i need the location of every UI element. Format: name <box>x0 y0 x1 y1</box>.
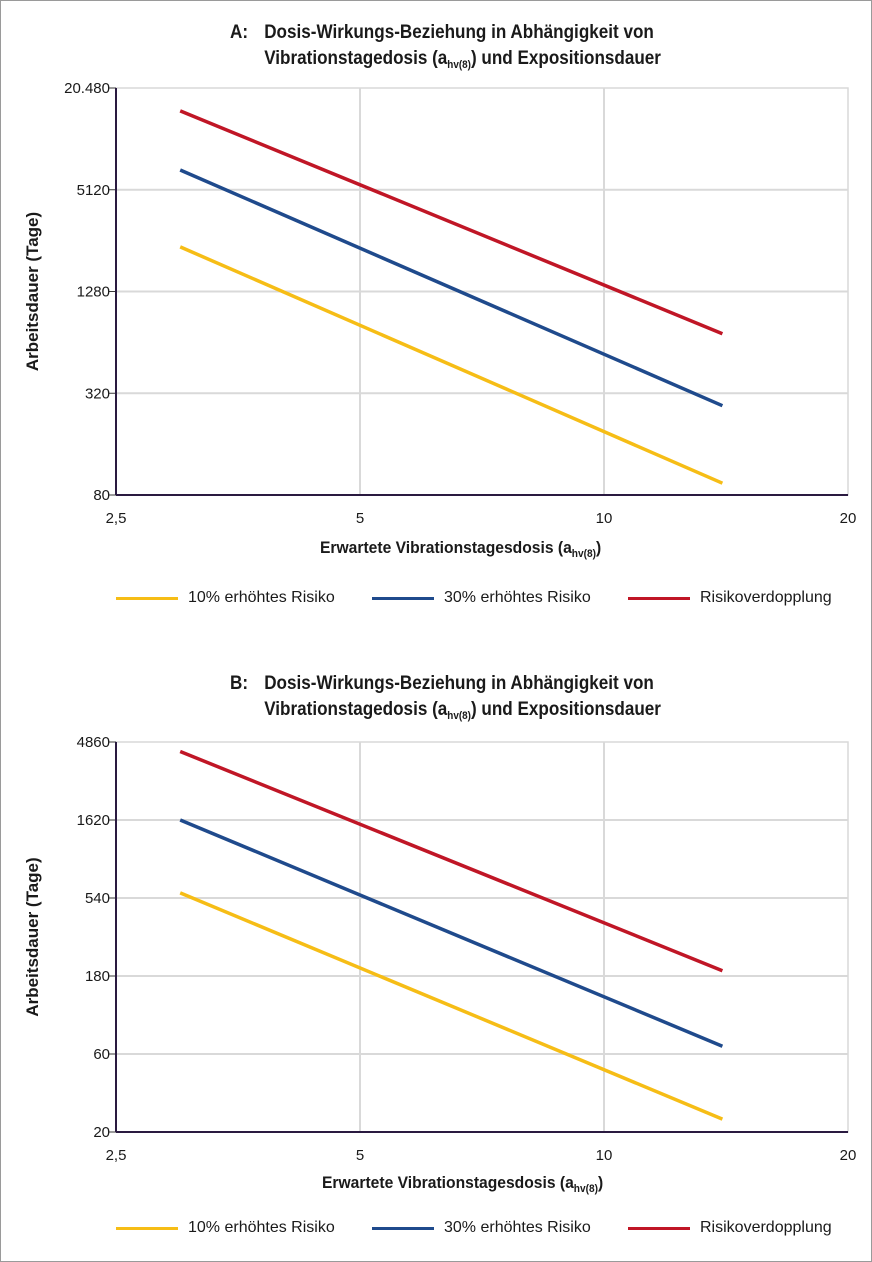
title-line-2: Vibrationstagedosis (ahv(8)) und Exposit… <box>264 699 661 722</box>
legend-item: 30% erhöhtes Risiko <box>372 1219 591 1237</box>
y-tick-label: 1280 <box>77 284 110 301</box>
y-tick-label: 540 <box>85 890 110 907</box>
legend-label: Risikoverdopplung <box>700 1219 832 1236</box>
x-tick-label: 2,5 <box>106 510 127 527</box>
legend: 10% erhöhtes Risiko 30% erhöhtes Risiko … <box>116 1219 856 1241</box>
title-line-1: Dosis-Wirkungs-Beziehung in Abhängigkeit… <box>264 22 654 43</box>
legend-label: 30% erhöhtes Risiko <box>444 589 591 606</box>
x-tick-label: 20 <box>840 1147 857 1164</box>
x-tick-label: 20 <box>840 510 857 527</box>
x-axis-label: Erwartete Vibrationstagesdosis (ahv(8)) <box>322 1173 604 1195</box>
y-tick-label: 4860 <box>77 734 110 751</box>
y-tick-label: 1620 <box>77 812 110 829</box>
plot-background <box>115 741 849 1133</box>
legend-item: 10% erhöhtes Risiko <box>116 589 335 607</box>
legend-label: 10% erhöhtes Risiko <box>188 1219 335 1236</box>
y-axis-label: Arbeitsdauer (Tage) <box>23 212 42 371</box>
y-tick-label: 80 <box>93 487 110 504</box>
legend-swatch <box>628 596 690 600</box>
chart-panel-a: A: Dosis-Wirkungs-Beziehung in Abhängigk… <box>23 22 857 611</box>
y-tick-label: 20 <box>93 1124 110 1141</box>
legend-swatch <box>116 1226 178 1230</box>
legend-item: Risikoverdopplung <box>628 589 832 607</box>
y-tick-label: 5120 <box>77 182 110 199</box>
series-line <box>179 245 724 485</box>
legend: 10% erhöhtes Risiko 30% erhöhtes Risiko … <box>116 589 856 611</box>
plot-area: 80 320 1280 5120 20.480 2,5 5 10 20 Arbeitsdauer … <box>23 80 857 527</box>
x-tick-label: 5 <box>356 510 364 527</box>
x-tick-label: 10 <box>596 510 613 527</box>
series-line <box>179 891 724 1121</box>
y-tick-label: 320 <box>85 385 110 402</box>
legend-item: 10% erhöhtes Risiko <box>116 1219 335 1237</box>
y-axis-label: Arbeitsdauer (Tage) <box>23 857 42 1016</box>
x-tick-label: 2,5 <box>106 1147 127 1164</box>
legend-label: 10% erhöhtes Risiko <box>188 589 335 606</box>
chart-panel-b: B: Dosis-Wirkungs-Beziehung in Abhängigk… <box>0 651 872 1251</box>
panel-letter: A: <box>230 22 249 43</box>
series-line <box>179 818 724 1048</box>
title-line-2: Vibrationstagedosis (ahv(8)) und Exposit… <box>264 48 661 71</box>
series-line <box>179 109 724 336</box>
x-tick-label: 10 <box>596 1147 613 1164</box>
y-tick-label: 20.480 <box>64 80 110 97</box>
legend-label: 30% erhöhtes Risiko <box>444 1219 591 1236</box>
panel-letter: B: <box>230 673 249 694</box>
series-line <box>179 749 724 973</box>
legend-item: Risikoverdopplung <box>628 1219 832 1237</box>
plot-area: 20 60 180 540 1620 4860 2,5 5 10 20 Arbeitsdauer (… <box>23 734 857 1164</box>
legend-label: Risikoverdopplung <box>700 589 832 606</box>
title-line-1: Dosis-Wirkungs-Beziehung in Abhängigkeit… <box>264 673 654 694</box>
y-tick-label: 180 <box>85 968 110 985</box>
x-axis-label: Erwartete Vibrationstagesdosis (ahv(8)) <box>320 538 602 560</box>
legend-swatch <box>372 1226 434 1230</box>
legend-item: 30% erhöhtes Risiko <box>372 589 591 607</box>
legend-swatch <box>116 596 178 600</box>
series-line <box>179 168 724 408</box>
legend-swatch <box>628 1226 690 1230</box>
x-tick-label: 5 <box>356 1147 364 1164</box>
y-tick-label: 60 <box>93 1046 110 1063</box>
legend-swatch <box>372 596 434 600</box>
